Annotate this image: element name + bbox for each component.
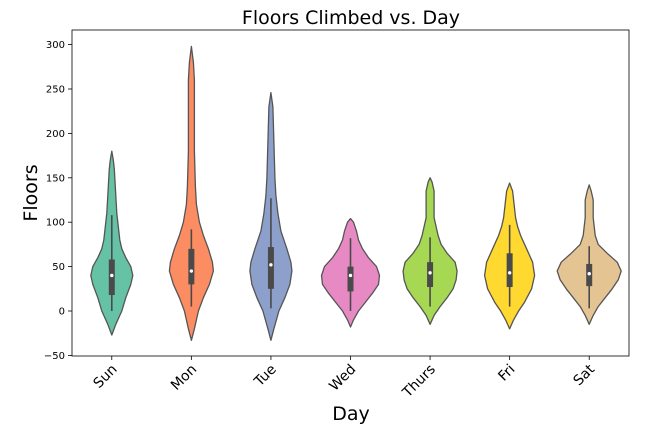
iqr-box-tue [267,247,274,289]
y-tick-label: 150 [46,173,65,184]
x-tick-label-tue: Tue [251,362,280,391]
median-point-fri [507,271,512,275]
chart-title: Floors Climbed vs. Day [242,7,460,29]
y-tick-label: 200 [46,129,65,140]
iqr-box-sun [108,259,115,296]
iqr-box-thurs [427,262,434,288]
x-axis: Sun Mon Tue Wed Thurs Fri Sat [90,356,598,401]
plot-area [90,45,622,341]
y-axis: −50 0 50 100 150 200 250 300 [44,40,72,362]
y-tick-label: 0 [59,307,65,318]
violin-mon [168,45,215,341]
iqr-box-wed [347,266,354,292]
x-tick-label-thurs: Thurs [399,362,439,402]
x-tick-label-mon: Mon [168,362,200,394]
median-point-sun [110,273,114,278]
y-tick-label: 100 [46,218,65,229]
y-tick-label: 50 [52,262,65,273]
iqr-box-fri [506,253,513,288]
x-tick-label-fri: Fri [495,362,518,385]
y-tick-label: 250 [46,85,65,96]
iqr-box-mon [188,248,195,285]
y-tick-label: 300 [46,40,65,51]
median-point-tue [269,263,273,267]
y-tick-label: −50 [44,351,65,362]
median-point-mon [189,269,194,273]
median-point-sat [587,272,591,276]
x-tick-label-sun: Sun [90,362,120,392]
y-axis-label: Floors [20,164,42,221]
x-tick-label-sat: Sat [570,361,598,389]
x-tick-label-wed: Wed [326,362,359,395]
x-axis-label: Day [332,403,370,425]
median-point-wed [348,273,353,278]
median-point-thurs [428,271,432,275]
